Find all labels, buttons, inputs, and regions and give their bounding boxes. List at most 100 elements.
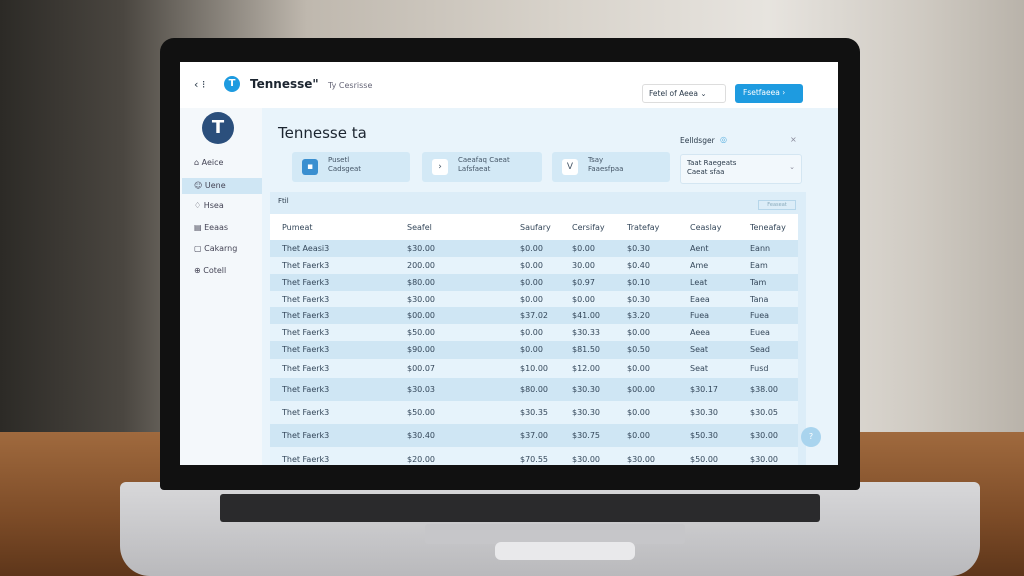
table-cell: Thet Aeasi3 [282, 243, 330, 253]
card-line1: Pusetl [328, 156, 350, 164]
document-icon: ▪ [302, 159, 318, 175]
table-row[interactable]: Thet Faerk3 $20.00 $70.55 $30.00 $30.00 $50.0… [270, 447, 798, 465]
table-cell: Thet Faerk3 [282, 384, 330, 394]
sidebar-label: Hsea [203, 201, 224, 210]
table-row[interactable]: Thet Faerk3 $30.03 $80.00 $30.30 $00.00 $30.1… [270, 378, 798, 401]
column-header[interactable]: Seafel [407, 223, 432, 232]
table-cell: Sead [750, 345, 770, 354]
column-header[interactable]: Ceaslay [690, 223, 722, 232]
table-cell: $0.40 [627, 260, 650, 270]
column-header[interactable]: Cersifay [572, 223, 605, 232]
table-cell: Euea [750, 327, 770, 337]
dropdown-value: Fetel of Aeea [649, 89, 698, 98]
filter-select[interactable]: Taat Raegeats Caeat sfaa ⌄ [680, 154, 802, 184]
arrow-icon: › [432, 159, 448, 175]
table-cell: $00.00 [627, 384, 655, 394]
chevron-down-icon: ⌄ [789, 163, 795, 171]
column-header[interactable]: Saufary [520, 223, 551, 232]
sidebar-item-1[interactable]: ☺ Uene [182, 178, 262, 194]
card-line2: Lafsfaeat [458, 165, 491, 173]
sidebar-item-0[interactable]: ⌂ Aeice [194, 158, 223, 167]
table-cell: $0.00 [627, 363, 650, 373]
card-line1: Caeafaq Caeat [458, 156, 510, 164]
table-row[interactable]: Thet Faerk3 $90.00 $0.00 $81.50 $0.50 Seat Sea… [270, 341, 798, 359]
table-row[interactable]: Thet Faerk3 $00.07 $10.00 $12.00 $0.00 Seat Fu… [270, 359, 798, 378]
table-cell: $0.00 [572, 294, 595, 304]
table-header: Pumeat Seafel Saufary Cersifay Tratefay Ceasl… [270, 214, 798, 240]
table-row[interactable]: Thet Faerk3 $00.00 $37.02 $41.00 $3.20 Fuea Fu… [270, 307, 798, 324]
table-cell: 200.00 [407, 260, 435, 270]
column-header[interactable]: Pumeat [282, 223, 313, 232]
table-cell: $0.00 [520, 327, 543, 337]
back-icon[interactable]: ‹ ⁝ [194, 78, 206, 91]
table-cell: $30.30 [690, 407, 718, 417]
table-cell: $0.00 [627, 407, 650, 417]
card-1[interactable]: › Caeafaq Caeat Lafsfaeat [422, 152, 542, 182]
table-cell: $0.00 [520, 243, 543, 253]
user-avatar[interactable]: T [202, 112, 234, 144]
card-2[interactable]: V Tsay Faaesfpaa [552, 152, 670, 182]
filter-line2: Caeat sfaa [687, 168, 725, 176]
app-logo-icon: T [224, 76, 240, 92]
table-cell: $10.00 [520, 363, 548, 373]
bell-icon: ♢ [194, 201, 202, 210]
account-dropdown[interactable]: Fetel of Aeea ⌄ [642, 84, 726, 103]
sidebar-label: Aeice [201, 158, 224, 167]
table-cell: Thet Faerk3 [282, 327, 330, 337]
bag-icon: ▢ [194, 244, 202, 253]
table-cell: $38.00 [750, 384, 778, 394]
table-row[interactable]: Thet Faerk3 $50.00 $30.35 $30.30 $0.00 $30.30… [270, 401, 798, 424]
user-icon: ☺ [194, 181, 203, 190]
table-row[interactable]: Thet Faerk3 $50.00 $0.00 $30.33 $0.00 Aeea Eue… [270, 324, 798, 341]
table-cell: Fuea [690, 310, 710, 320]
table-cell: $30.30 [572, 407, 600, 417]
table-row[interactable]: Thet Faerk3 200.00 $0.00 30.00 $0.40 Ame Eam [270, 257, 798, 274]
info-icon: ◎ [720, 135, 727, 144]
table-cell: Eam [750, 260, 768, 270]
sidebar-label: Uene [204, 181, 226, 190]
table-cell: Ame [690, 260, 709, 270]
table-cell: $0.00 [572, 243, 595, 253]
column-header[interactable]: Teneafay [750, 223, 786, 232]
table-row[interactable]: Thet Faerk3 $30.40 $37.00 $30.75 $0.00 $50.30… [270, 424, 798, 447]
table-cell: $30.00 [407, 243, 435, 253]
sidebar-item-5[interactable]: ⊕ Cotell [194, 266, 226, 275]
table-row[interactable]: Thet Faerk3 $30.00 $0.00 $0.00 $0.30 Eaea Tana [270, 291, 798, 308]
sidebar-label: Eeaas [204, 223, 229, 232]
trackpad [425, 524, 685, 544]
sidebar-item-4[interactable]: ▢ Cakarng [194, 244, 237, 253]
card-0[interactable]: ▪ Pusetl Cadsgeat [292, 152, 410, 182]
table-cell: $80.00 [520, 384, 548, 394]
table-cell: $30.00 [750, 430, 778, 440]
help-fab[interactable]: ? [801, 427, 821, 447]
table-row[interactable]: Thet Aeasi3 $30.00 $0.00 $0.00 $0.30 Aent Eann [270, 240, 798, 257]
table-cell: $20.00 [407, 454, 435, 464]
table-cell: $00.00 [407, 310, 435, 320]
sidebar-item-3[interactable]: ▤ Eeaas [194, 223, 228, 232]
table-cell: Thet Faerk3 [282, 310, 330, 320]
filter-label: Eelldsger [680, 136, 715, 145]
table-cell: $0.30 [627, 243, 650, 253]
chevron-down-icon: ⌄ [700, 89, 707, 98]
primary-button[interactable]: Fsetfaeea › [735, 84, 803, 103]
table-label: Ftil [278, 197, 289, 205]
table-cell: Tana [750, 294, 769, 304]
table-cell: $50.00 [690, 454, 718, 464]
laptop-front-notch [495, 542, 635, 560]
table-cell: $90.00 [407, 345, 435, 354]
table-action-button[interactable]: Feaseat [758, 200, 796, 210]
table-cell: Thet Faerk3 [282, 407, 330, 417]
table-cell: $0.00 [520, 260, 543, 270]
sidebar-item-2[interactable]: ♢ Hsea [194, 201, 224, 210]
plus-circle-icon: ⊕ [194, 266, 201, 275]
table-row[interactable]: Thet Faerk3 $80.00 $0.00 $0.97 $0.10 Leat Tam [270, 274, 798, 291]
table-cell: Thet Faerk3 [282, 277, 330, 287]
laptop-base [120, 482, 980, 576]
table-cell: Thet Faerk3 [282, 363, 330, 373]
table-cell: $30.40 [407, 430, 435, 440]
table-cell: $30.30 [572, 384, 600, 394]
table-cell: Seat [690, 345, 709, 354]
close-icon[interactable]: × [790, 135, 797, 144]
column-header[interactable]: Tratefay [627, 223, 660, 232]
table-cell: Thet Faerk3 [282, 260, 330, 270]
